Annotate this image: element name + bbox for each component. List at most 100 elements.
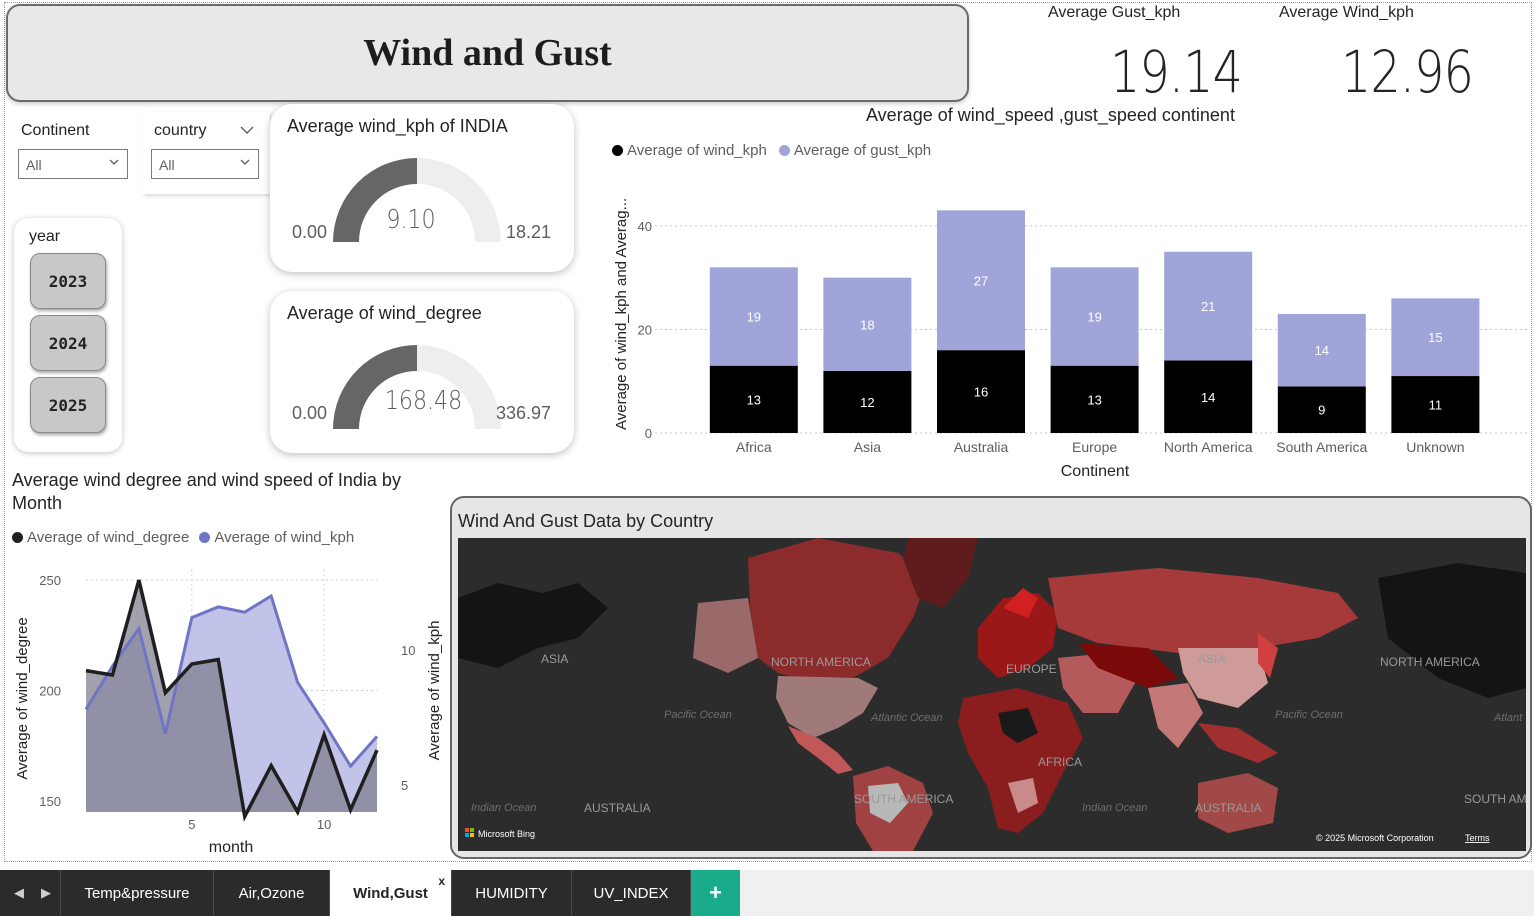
legend-item: Average of wind_kph: [214, 529, 355, 546]
land-west-asia: [458, 583, 608, 668]
land-greenland: [903, 538, 978, 608]
gauge-value: 9.10: [386, 205, 436, 235]
data-label: 13: [1087, 392, 1101, 407]
data-label: 16: [974, 385, 988, 400]
prev-page-icon[interactable]: ◀: [14, 885, 24, 900]
bar-segment: [823, 277, 912, 371]
legend-item: Average of wind_kph: [627, 142, 767, 159]
gauge-card-wind-degree[interactable]: Average of wind_degree 0.00 336.97 168.4…: [270, 291, 574, 453]
country-slicer-title: country: [154, 122, 207, 139]
kpi-avg-wind[interactable]: Average Wind_kph 12.96: [1279, 4, 1479, 106]
x-tick-label: Unknown: [1406, 439, 1464, 455]
map-label: AUSTRALIA: [584, 801, 651, 815]
bar-segment: [1391, 376, 1480, 433]
legend-item: Average of gust_kph: [793, 142, 932, 159]
legend-marker: [12, 532, 23, 543]
gauge-max: 18.21: [506, 222, 552, 242]
x-tick-label: Africa: [736, 439, 772, 455]
land-africa: [958, 688, 1083, 833]
map-title: Wind And Gust Data by Country: [458, 511, 714, 531]
data-label: 14: [1201, 390, 1215, 405]
wind-kph-line: [84, 593, 379, 769]
bar-chart-plot: 0 20 40 Average of wind_kph and Averag... Co…: [613, 198, 1530, 480]
land-brazil: [868, 783, 908, 823]
gauge-dial: [333, 345, 501, 429]
bar-segment: [1277, 313, 1366, 387]
map-attribution: Microsoft Bing: [478, 829, 535, 839]
year-button-2023[interactable]: 2023: [30, 253, 106, 309]
tab-humidity[interactable]: HUMIDITY: [452, 870, 572, 916]
x-axis-title: month: [209, 839, 253, 856]
gauge-title: Average of wind_degree: [287, 303, 482, 323]
chevron-down-icon: [109, 159, 119, 165]
gauge-min: 0.00: [292, 403, 328, 423]
tab-uv-index[interactable]: UV_INDEX: [572, 870, 691, 916]
land-europe: [978, 593, 1058, 678]
y-tick-label: 150: [39, 794, 61, 809]
continent-dropdown[interactable]: All: [18, 149, 128, 179]
gauge-card-wind-kph[interactable]: Average wind_kph of INDIA 0.00 18.21 9.1…: [270, 104, 574, 272]
land-africa-dark: [998, 708, 1038, 743]
gauge-fill: [333, 345, 417, 429]
india-month-chart[interactable]: Average wind degree and wind speed of In…: [8, 464, 448, 860]
kpi-avg-gust-label: Average Gust_kph: [1048, 4, 1181, 21]
land-southern-africa: [1008, 778, 1038, 813]
chart-title: Average wind degree and wind speed of In…: [12, 470, 401, 513]
gauge-min: 0.00: [292, 222, 328, 242]
map-card[interactable]: Wind And Gust Data by Country: [450, 496, 1532, 859]
close-icon[interactable]: x: [438, 874, 445, 888]
legend-marker: [612, 145, 623, 156]
tab-temp-pressure[interactable]: Temp&pressure: [60, 870, 214, 916]
bar-segment: [1164, 251, 1253, 361]
country-slicer[interactable]: country All: [142, 112, 270, 194]
chevron-down-icon[interactable]: [240, 124, 254, 136]
year-button-2024[interactable]: 2024: [30, 315, 106, 371]
country-dropdown[interactable]: All: [151, 149, 259, 179]
y-tick-label: 0: [645, 426, 652, 441]
y-tick-label: 40: [638, 219, 652, 234]
add-page-button[interactable]: +: [691, 870, 740, 916]
data-label: 15: [1428, 330, 1442, 345]
map-label: ASIA: [1198, 652, 1225, 666]
gauge-dial: [333, 158, 501, 242]
tab-air-ozone[interactable]: Air,Ozone: [214, 870, 330, 916]
land-se-asia: [1198, 723, 1278, 763]
land-usa: [776, 676, 878, 738]
ocean-label: Indian Ocean: [471, 802, 536, 814]
continent-bar-chart[interactable]: Average of wind_speed ,gust_speed contin…: [600, 100, 1530, 490]
kpi-avg-gust[interactable]: Average Gust_kph 19.14: [1048, 4, 1248, 106]
chart-legend: Average of wind_degree Average of wind_k…: [12, 529, 354, 546]
report-title: Wind and Gust: [363, 32, 612, 74]
data-label: 19: [747, 310, 761, 325]
map-label: EUROPE: [1006, 662, 1057, 676]
land-east-wrap: [1378, 563, 1526, 698]
gauge-fill: [333, 158, 417, 242]
data-label: 11: [1429, 398, 1443, 413]
bar-segment: [937, 210, 1025, 351]
world-map[interactable]: ASIA NORTH AMERICA EUROPE ASIA NORTH AME…: [458, 538, 1526, 851]
ocean-label: Pacific Ocean: [664, 709, 732, 721]
chart-legend: Average of wind_kph Average of gust_kph: [612, 142, 931, 159]
year-button-2025[interactable]: 2025: [30, 377, 106, 433]
map-label: SOUTH AM: [1464, 792, 1526, 806]
tab-wind-gust[interactable]: Wind,Gust x: [330, 870, 452, 916]
land-india: [1148, 683, 1203, 748]
kpi-avg-wind-value: 12.96: [1341, 38, 1474, 106]
data-label: 13: [747, 392, 761, 407]
x-tick-label: 5: [188, 817, 195, 832]
tab-wind-gust-label: Wind,Gust: [353, 884, 428, 902]
page-tab-bar: ◀ ▶ Temp&pressure Air,Ozone Wind,Gust x …: [0, 870, 1534, 916]
year-slicer: year 2023 2024 2025: [14, 218, 122, 452]
ocean-label: Atlantic Ocean: [870, 712, 943, 724]
tab-strip: ◀ ▶ Temp&pressure Air,Ozone Wind,Gust x …: [0, 870, 740, 916]
continent-slicer[interactable]: Continent All: [10, 112, 136, 190]
x-tick-label: Asia: [854, 439, 881, 455]
ocean-label: Indian Ocean: [1082, 802, 1147, 814]
gauge-title: Average wind_kph of INDIA: [287, 116, 508, 136]
map-terms-link[interactable]: Terms: [1465, 833, 1490, 843]
legend-marker: [778, 145, 790, 156]
next-page-icon[interactable]: ▶: [41, 885, 51, 900]
map-label: AFRICA: [1038, 755, 1082, 769]
legend-marker: [199, 532, 211, 543]
